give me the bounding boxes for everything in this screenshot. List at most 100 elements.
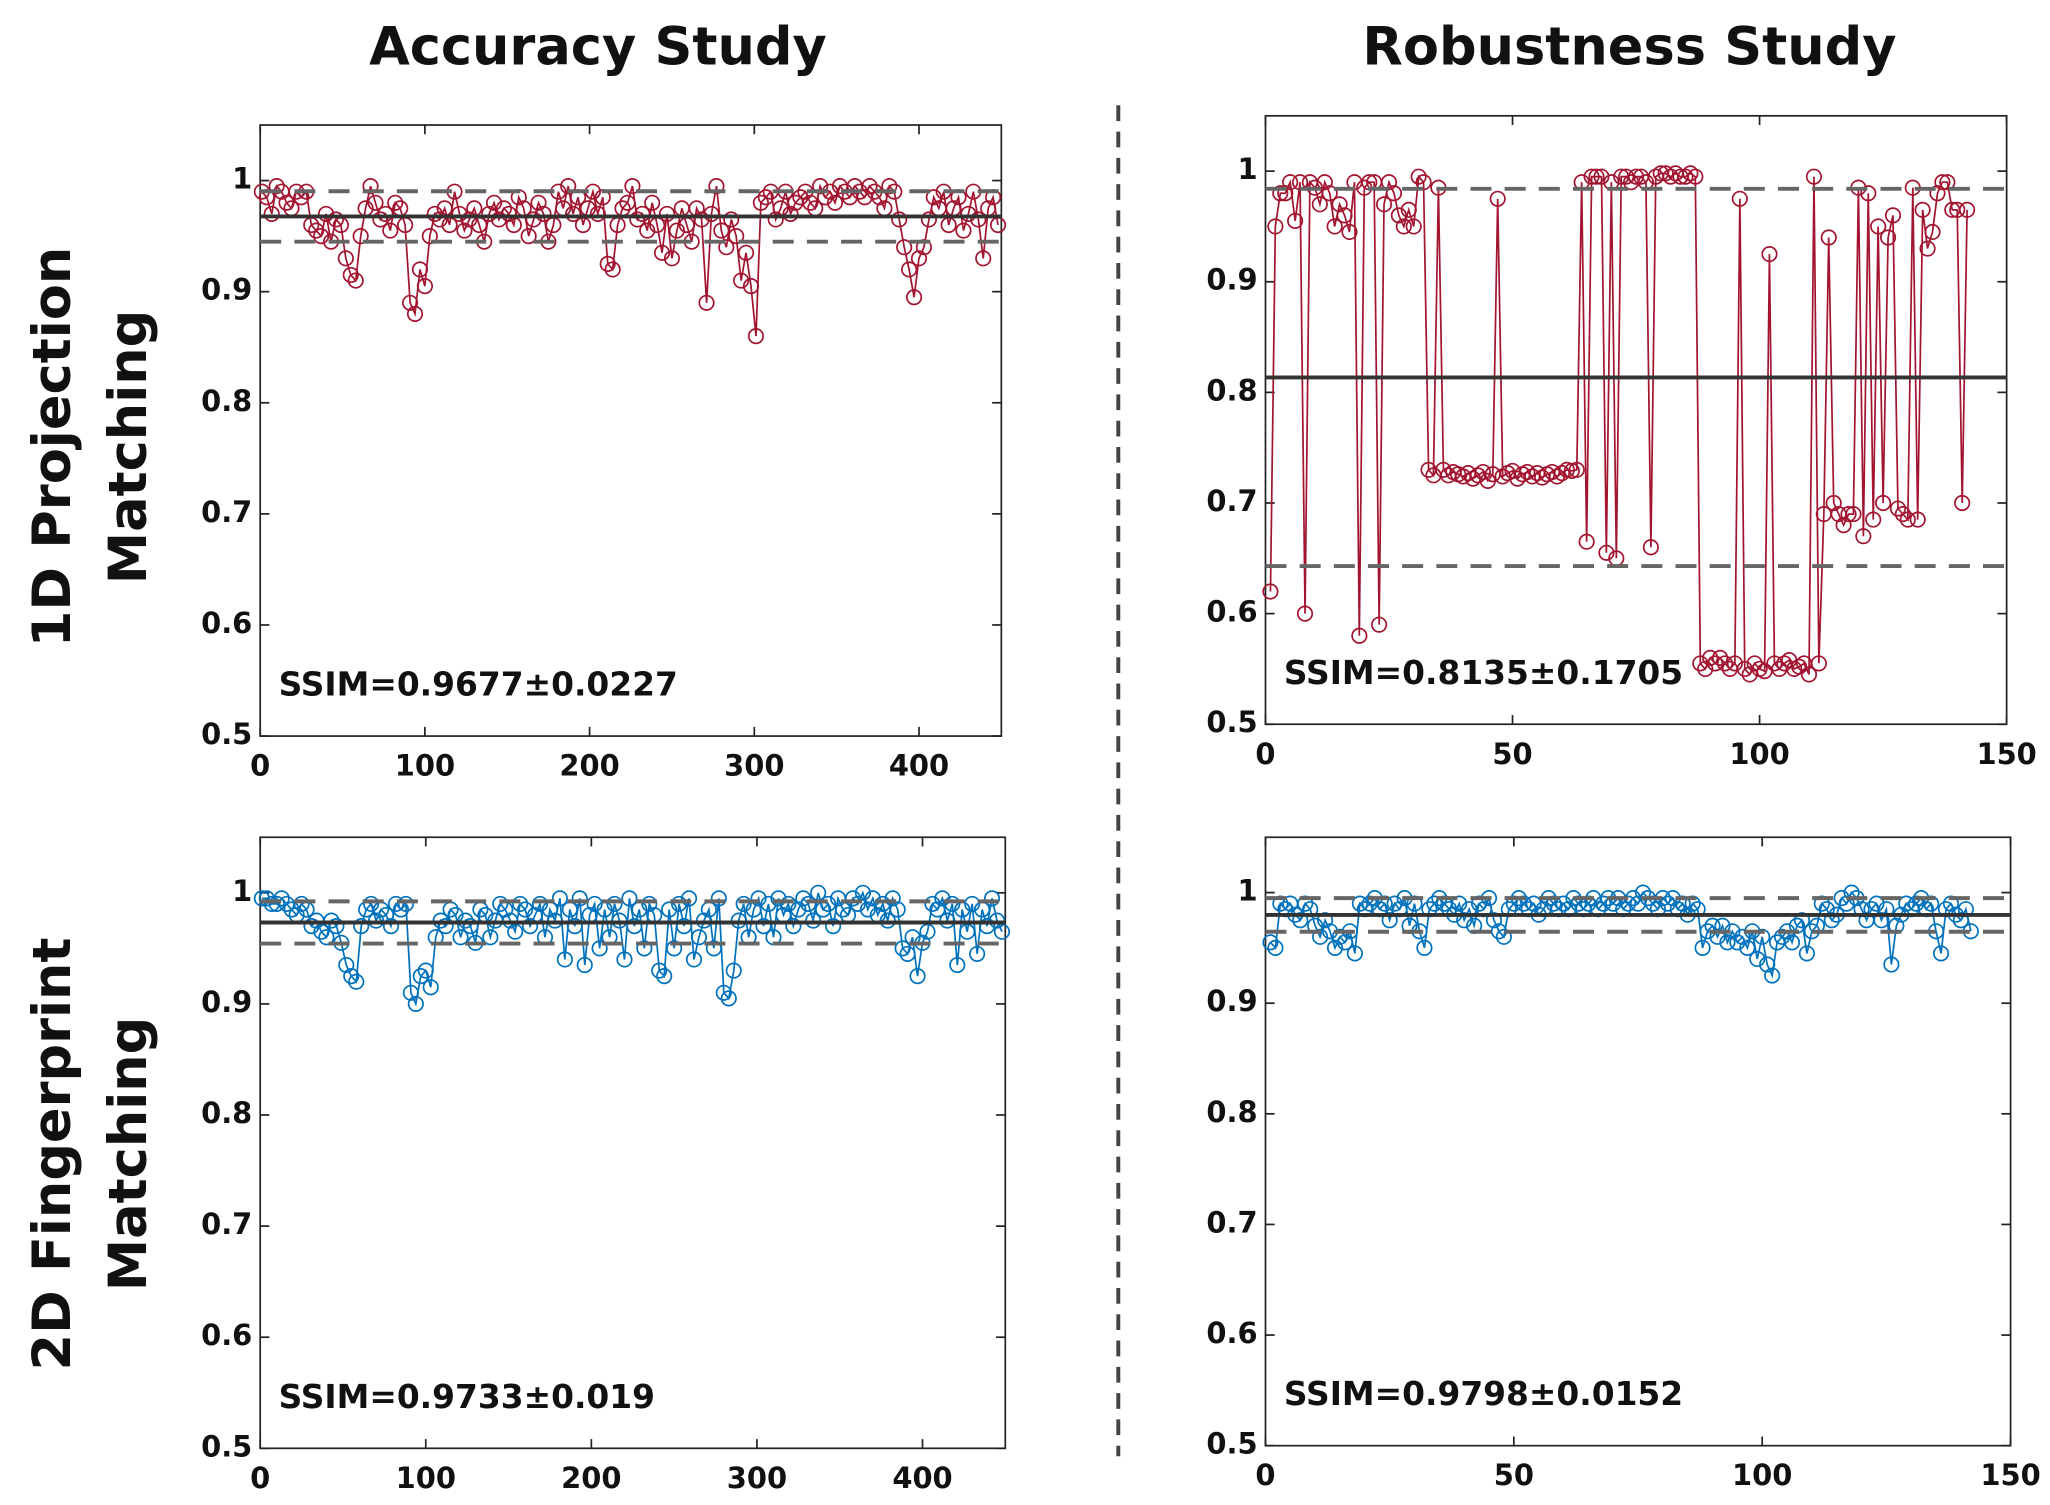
- data-point: [367, 194, 384, 211]
- data-point: [812, 178, 829, 195]
- data-point: [1326, 218, 1343, 235]
- data-point: [1267, 218, 1284, 235]
- data-point: [1595, 895, 1612, 912]
- data-point: [1855, 528, 1872, 545]
- data-point: [318, 929, 335, 946]
- data-point: [604, 261, 621, 278]
- plot-area: [259, 836, 1007, 1450]
- data-point: [481, 205, 498, 222]
- x-tick-label: 50: [1494, 1458, 1534, 1492]
- data-point: [767, 211, 784, 228]
- data-point: [864, 890, 881, 907]
- data-point: [703, 205, 720, 222]
- data-point: [452, 929, 469, 946]
- data-point: [1729, 934, 1746, 951]
- data-point: [1282, 174, 1299, 191]
- data-point: [586, 895, 603, 913]
- data-point: [889, 901, 906, 918]
- data-point: [1405, 218, 1422, 235]
- data-point: [750, 890, 767, 907]
- data-point: [417, 962, 434, 979]
- x-tick-label: 150: [1976, 737, 2036, 771]
- y-tick-label: 0.9: [201, 985, 252, 1019]
- data-point: [1783, 934, 1801, 951]
- data-point: [1694, 939, 1711, 956]
- data-point: [1709, 928, 1726, 945]
- data-point: [1410, 168, 1427, 185]
- data-point: [517, 901, 534, 918]
- row-label: 2D Fingerprint: [22, 937, 83, 1370]
- data-point: [1726, 655, 1743, 672]
- data-point: [1845, 505, 1862, 523]
- data-point: [278, 194, 295, 211]
- data-point: [802, 194, 819, 211]
- data-point: [849, 895, 867, 913]
- y-tick-label: 0.6: [1206, 595, 1257, 629]
- data-point: [626, 918, 643, 935]
- x-tick-label: 300: [724, 749, 784, 783]
- data-point: [1525, 895, 1542, 912]
- data-point: [910, 250, 928, 267]
- data-point: [993, 923, 1011, 940]
- data-point: [619, 194, 636, 211]
- data-point: [451, 205, 468, 222]
- data-point: [412, 968, 429, 985]
- data-point: [720, 990, 737, 1007]
- data-point: [1731, 190, 1748, 207]
- data-point: [599, 255, 616, 272]
- y-tick-label: 1: [232, 162, 252, 196]
- data-point: [1331, 928, 1349, 945]
- y-tick-label: 0.6: [201, 606, 252, 640]
- row-label: Matching: [98, 1017, 159, 1291]
- data-point: [1791, 658, 1808, 675]
- data-point: [924, 895, 941, 913]
- data-point: [1865, 511, 1882, 528]
- data-point: [1627, 168, 1645, 185]
- data-point: [1919, 240, 1936, 257]
- data-point: [535, 205, 552, 222]
- data-point: [1764, 967, 1781, 984]
- data-point: [844, 890, 862, 907]
- data-point: [790, 901, 807, 918]
- data-point: [1954, 494, 1971, 512]
- data-point: [970, 211, 987, 228]
- column-title: Robustness Study: [1362, 17, 1896, 78]
- data-point: [755, 918, 772, 935]
- data-point: [698, 294, 715, 311]
- data-point: [362, 178, 379, 195]
- data-point: [1416, 939, 1433, 956]
- data-point: [328, 918, 345, 935]
- data-point: [780, 895, 797, 913]
- data-point: [387, 194, 404, 211]
- data-point: [1519, 463, 1536, 481]
- data-point: [1267, 939, 1284, 956]
- data-point: [651, 962, 668, 979]
- data-point: [462, 918, 479, 935]
- data-point: [387, 895, 405, 913]
- data-point: [353, 918, 370, 935]
- y-tick-label: 0.8: [1206, 373, 1257, 407]
- data-point: [507, 923, 524, 940]
- data-point: [1682, 165, 1699, 182]
- data-point: [896, 239, 913, 256]
- data-point: [401, 294, 419, 311]
- data-point: [826, 194, 844, 211]
- y-tick-label: 0.8: [201, 384, 252, 418]
- data-point: [1959, 201, 1976, 218]
- data-point: [1759, 956, 1776, 973]
- data-point: [1336, 934, 1354, 951]
- data-point: [1687, 168, 1704, 185]
- data-point: [1287, 212, 1304, 229]
- data-point: [308, 222, 325, 239]
- data-point: [1395, 218, 1412, 235]
- data-point: [1341, 223, 1358, 241]
- data-point: [639, 222, 656, 239]
- data-point: [1426, 895, 1443, 912]
- data-point: [1798, 945, 1815, 962]
- data-point: [899, 945, 916, 962]
- y-tick-label: 0.5: [201, 1429, 252, 1463]
- y-tick-label: 1: [1237, 874, 1257, 908]
- data-point: [1746, 655, 1763, 672]
- data-point: [520, 228, 537, 245]
- y-tick-label: 0.6: [1206, 1316, 1257, 1350]
